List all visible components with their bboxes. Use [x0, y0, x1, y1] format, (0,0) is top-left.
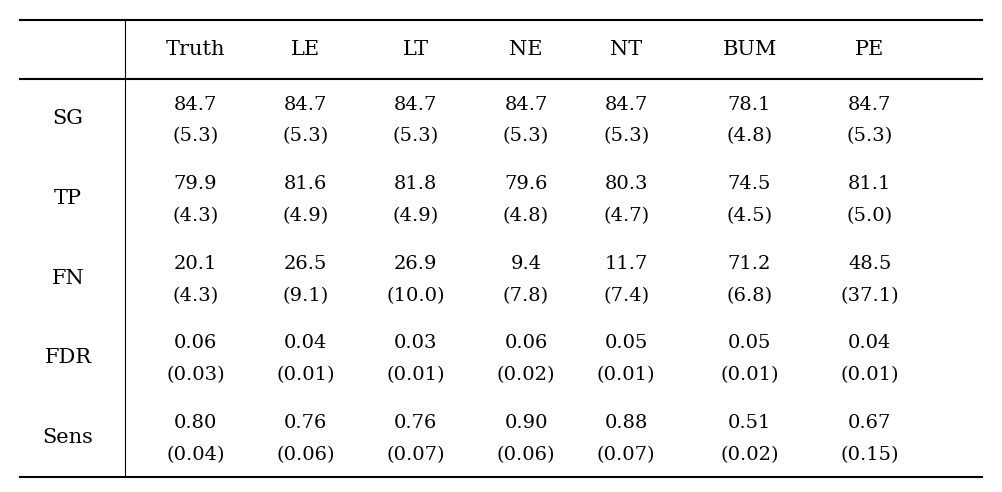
- Text: 0.06: 0.06: [173, 335, 217, 352]
- Text: (0.01): (0.01): [277, 367, 335, 384]
- Text: FDR: FDR: [44, 348, 92, 368]
- Text: 0.04: 0.04: [848, 335, 892, 352]
- Text: 0.05: 0.05: [604, 335, 648, 352]
- Text: (0.01): (0.01): [597, 367, 655, 384]
- Text: NT: NT: [610, 40, 642, 59]
- Text: 81.6: 81.6: [284, 175, 328, 193]
- Text: PE: PE: [855, 40, 885, 59]
- Text: 81.1: 81.1: [848, 175, 892, 193]
- Text: BUM: BUM: [722, 40, 777, 59]
- Text: 26.5: 26.5: [284, 255, 328, 273]
- Text: (4.9): (4.9): [393, 207, 439, 225]
- Text: 0.76: 0.76: [284, 414, 328, 432]
- Text: (4.8): (4.8): [726, 127, 773, 146]
- Text: 78.1: 78.1: [727, 95, 772, 114]
- Text: (10.0): (10.0): [387, 287, 445, 305]
- Text: (5.3): (5.3): [283, 127, 329, 146]
- Text: (5.3): (5.3): [393, 127, 439, 146]
- Text: (5.3): (5.3): [603, 127, 649, 146]
- Text: (0.06): (0.06): [497, 446, 555, 464]
- Text: (4.3): (4.3): [172, 287, 218, 305]
- Text: 11.7: 11.7: [604, 255, 648, 273]
- Text: (0.02): (0.02): [720, 446, 779, 464]
- Text: 84.7: 84.7: [504, 95, 548, 114]
- Text: 79.9: 79.9: [173, 175, 217, 193]
- Text: 71.2: 71.2: [727, 255, 772, 273]
- Text: (4.3): (4.3): [172, 207, 218, 225]
- Text: 0.80: 0.80: [173, 414, 217, 432]
- Text: (4.8): (4.8): [503, 207, 549, 225]
- Text: (0.07): (0.07): [387, 446, 445, 464]
- Text: 0.51: 0.51: [727, 414, 772, 432]
- Text: (9.1): (9.1): [283, 287, 329, 305]
- Text: 0.90: 0.90: [504, 414, 548, 432]
- Text: FN: FN: [52, 269, 84, 288]
- Text: 20.1: 20.1: [173, 255, 217, 273]
- Text: (0.03): (0.03): [166, 367, 224, 384]
- Text: 0.67: 0.67: [848, 414, 892, 432]
- Text: (0.04): (0.04): [166, 446, 224, 464]
- Text: (0.06): (0.06): [277, 446, 335, 464]
- Text: 80.3: 80.3: [604, 175, 648, 193]
- Text: 0.76: 0.76: [394, 414, 438, 432]
- Text: 0.03: 0.03: [394, 335, 438, 352]
- Text: (0.15): (0.15): [841, 446, 899, 464]
- Text: 84.7: 84.7: [284, 95, 328, 114]
- Text: (0.01): (0.01): [387, 367, 445, 384]
- Text: (0.01): (0.01): [720, 367, 779, 384]
- Text: 81.8: 81.8: [394, 175, 438, 193]
- Text: 0.04: 0.04: [284, 335, 328, 352]
- Text: TP: TP: [54, 189, 82, 208]
- Text: (6.8): (6.8): [726, 287, 773, 305]
- Text: Sens: Sens: [43, 428, 93, 447]
- Text: 0.06: 0.06: [504, 335, 548, 352]
- Text: 74.5: 74.5: [727, 175, 772, 193]
- Text: (4.5): (4.5): [726, 207, 773, 225]
- Text: 9.4: 9.4: [510, 255, 542, 273]
- Text: 84.7: 84.7: [848, 95, 892, 114]
- Text: (7.4): (7.4): [603, 287, 649, 305]
- Text: 79.6: 79.6: [504, 175, 548, 193]
- Text: (5.3): (5.3): [847, 127, 893, 146]
- Text: 48.5: 48.5: [848, 255, 892, 273]
- Text: NE: NE: [509, 40, 543, 59]
- Text: (4.9): (4.9): [283, 207, 329, 225]
- Text: LE: LE: [291, 40, 321, 59]
- Text: SG: SG: [53, 110, 83, 128]
- Text: LT: LT: [403, 40, 429, 59]
- Text: (0.01): (0.01): [841, 367, 899, 384]
- Text: (5.0): (5.0): [847, 207, 893, 225]
- Text: Truth: Truth: [165, 40, 225, 59]
- Text: 84.7: 84.7: [173, 95, 217, 114]
- Text: 0.88: 0.88: [604, 414, 648, 432]
- Text: 84.7: 84.7: [394, 95, 438, 114]
- Text: 26.9: 26.9: [394, 255, 438, 273]
- Text: 84.7: 84.7: [604, 95, 648, 114]
- Text: (7.8): (7.8): [503, 287, 549, 305]
- Text: (0.07): (0.07): [597, 446, 655, 464]
- Text: (0.02): (0.02): [497, 367, 555, 384]
- Text: (5.3): (5.3): [503, 127, 549, 146]
- Text: (37.1): (37.1): [841, 287, 899, 305]
- Text: 0.05: 0.05: [727, 335, 772, 352]
- Text: (5.3): (5.3): [172, 127, 218, 146]
- Text: (4.7): (4.7): [603, 207, 649, 225]
